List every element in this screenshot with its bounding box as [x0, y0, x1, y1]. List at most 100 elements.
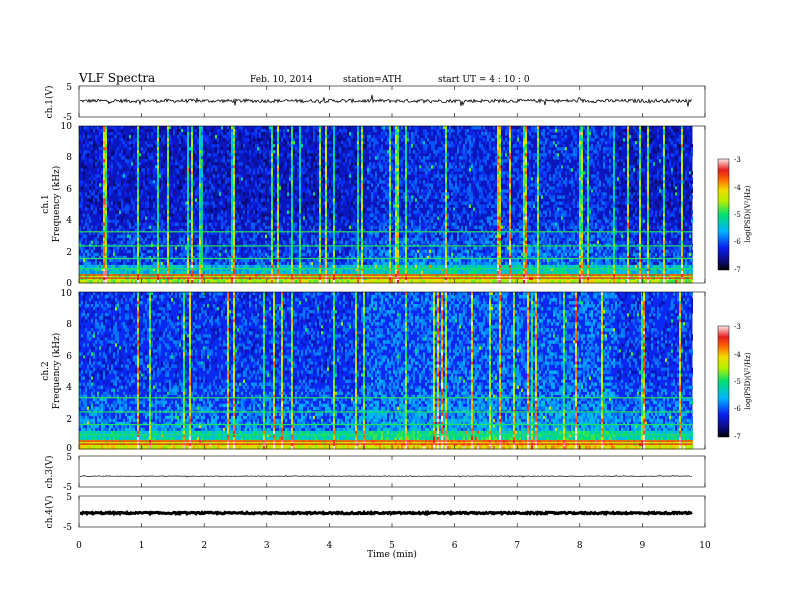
spectrogram-cell [123, 219, 125, 224]
spectrogram-cell [371, 225, 373, 230]
spectrogram-cell [259, 147, 261, 151]
spectrogram-cell [157, 168, 159, 172]
spectrogram-cell [125, 204, 127, 208]
spectrogram-cell [279, 273, 281, 278]
spectrogram-cell [143, 180, 145, 184]
spectrogram-cell [259, 192, 261, 196]
spectrogram-cell [281, 273, 283, 278]
spectrogram-cell [157, 201, 159, 205]
spectrogram-cell [289, 210, 291, 214]
spectrogram-cell [369, 141, 371, 145]
spectrogram-cell [291, 144, 293, 148]
spectrogram-cell [389, 258, 391, 263]
spectrogram-cell [85, 237, 87, 242]
spectrogram-cell [369, 252, 371, 257]
spectrogram-cell [103, 168, 105, 172]
spectrogram-cell [219, 246, 221, 251]
spectrogram-cell [315, 273, 317, 278]
spectrogram-cell [127, 249, 129, 254]
spectrogram-cell [331, 180, 333, 184]
spectrogram-cell [265, 225, 267, 230]
spectrogram-cell [137, 261, 139, 266]
spectrogram-cell [121, 204, 123, 208]
spectrogram-cell [101, 183, 103, 187]
spectrogram-cell [167, 132, 169, 136]
spectrogram-cell [265, 234, 267, 239]
spectrogram-cell [111, 141, 113, 145]
spectrogram-cell [357, 255, 359, 260]
spectrogram-cell [203, 270, 205, 275]
spectrogram-cell [323, 270, 325, 275]
spectrogram-cell [333, 213, 335, 217]
spectrogram-cell [231, 201, 233, 205]
spectrogram-cell [165, 198, 167, 202]
spectrogram-cell [93, 264, 95, 269]
spectrogram-cell [103, 213, 105, 217]
spectrogram-cell [335, 267, 337, 272]
spectrogram-cell [347, 165, 349, 169]
spectrogram-cell [205, 219, 207, 224]
spectrogram-cell [199, 198, 201, 202]
spectrogram-cell [233, 222, 235, 227]
spectrogram-cell [111, 270, 113, 275]
spectrogram-cell [299, 261, 301, 266]
spectrogram-cell [357, 135, 359, 139]
spectrogram-cell [117, 162, 119, 166]
spectrogram-cell [365, 246, 367, 251]
spectrogram-cell [361, 153, 363, 157]
spectrogram-cell [191, 231, 193, 236]
spectrogram-cell [325, 156, 327, 160]
spectrogram-cell [89, 246, 91, 251]
spectrogram-cell [231, 195, 233, 199]
spectrogram-cell [189, 138, 191, 142]
spectrogram-cell [369, 135, 371, 139]
spectrogram-cell [233, 177, 235, 181]
spectrogram-cell [333, 267, 335, 272]
spectrogram-cell [205, 249, 207, 254]
spectrogram-cell [231, 168, 233, 172]
spectrogram-cell [291, 189, 293, 193]
spectrogram-cell [285, 183, 287, 187]
spectrogram-cell [271, 273, 273, 278]
spectrogram-cell [159, 159, 161, 163]
spectrogram-cell [215, 180, 217, 184]
spectrogram-cell [385, 141, 387, 145]
spectrogram-cell [307, 177, 309, 181]
spectrogram-cell [271, 168, 273, 172]
spectrogram-cell [227, 183, 229, 187]
spectrogram-cell [261, 159, 263, 163]
spectrogram-cell [103, 138, 105, 142]
spectrogram-cell [273, 231, 275, 236]
spectrogram-cell [343, 147, 345, 151]
spectrogram-cell [153, 252, 155, 257]
spectrogram-cell [363, 228, 365, 233]
spectrogram-cell [279, 138, 281, 142]
spectrogram-cell [231, 138, 233, 142]
spectrogram-cell [177, 180, 179, 184]
spectrogram-cell [333, 270, 335, 275]
spectrogram-cell [157, 174, 159, 178]
spectrogram-cell [167, 252, 169, 257]
spectrogram-cell [253, 252, 255, 257]
spectrogram-cell [81, 186, 83, 190]
spectrogram-cell [99, 189, 101, 193]
spectrogram-cell [303, 213, 305, 217]
spectrogram-cell [255, 219, 257, 224]
spectrogram-cell [367, 240, 369, 245]
spectrogram-cell [265, 171, 267, 175]
spectrogram-cell [295, 168, 297, 172]
spectrogram-cell [167, 171, 169, 175]
spectrogram-cell [237, 219, 239, 224]
spectrogram-cell [187, 150, 189, 154]
spectrogram-cell [369, 270, 371, 275]
spectrogram-cell [389, 180, 391, 184]
spectrogram-cell [175, 249, 177, 254]
spectrogram-cell [155, 255, 157, 260]
spectrogram-cell [327, 135, 329, 139]
spectrogram-cell [269, 168, 271, 172]
spectrogram-cell [163, 267, 165, 272]
spectrogram-cell [277, 138, 279, 142]
spectrogram-cell [359, 195, 361, 199]
spectrogram-cell [151, 240, 153, 245]
spectrogram-cell [319, 132, 321, 136]
